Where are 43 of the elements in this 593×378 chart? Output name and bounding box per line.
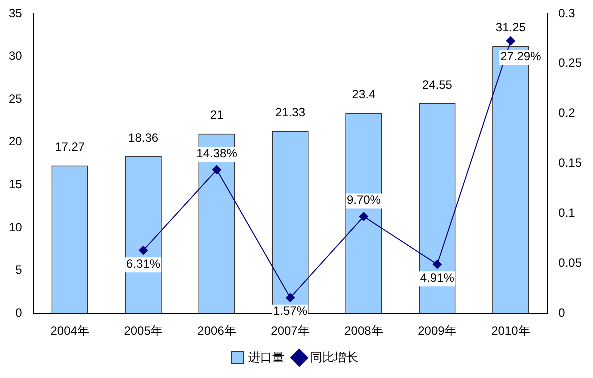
data-label: 21.33 (275, 105, 306, 120)
y-tick-label: 30 (8, 49, 23, 64)
legend-label: 同比增长 (310, 350, 358, 364)
data-label: 21 (210, 108, 224, 122)
data-label: 27.29% (500, 49, 542, 64)
data-label: 4.91% (420, 270, 455, 285)
y2-tick-label: 0.05 (558, 256, 582, 270)
y2-tick-label: 0 (558, 306, 566, 320)
data-label: 1.57% (273, 304, 308, 318)
x-tick-label: 2005年 (124, 324, 163, 338)
y-tick-label: 0 (16, 306, 23, 320)
legend-label: 进口量 (248, 350, 284, 364)
data-label: 17.27 (55, 140, 86, 154)
data-label: 14.38% (196, 146, 238, 160)
y2-tick-label: 0.15 (558, 156, 582, 170)
data-label: 23.4 (352, 88, 376, 102)
y-tick-label: 10 (8, 220, 23, 234)
y2-tick-label: 0.2 (558, 106, 576, 120)
point (139, 246, 148, 256)
data-label: 6.31% (126, 256, 161, 271)
x-tick-label: 2010年 (492, 324, 530, 338)
y2-tick-label: 0.3 (558, 6, 576, 20)
point (432, 260, 442, 270)
x-tick-label: 2006年 (198, 324, 236, 338)
point (212, 165, 222, 174)
point (286, 293, 295, 302)
y-tick-label: 35 (8, 6, 23, 20)
y-tick-label: 5 (16, 263, 23, 278)
data-label: 31.25 (496, 20, 526, 34)
point (359, 212, 368, 222)
data-label: 18.36 (128, 130, 159, 145)
x-tick-label: 2004年 (50, 324, 90, 338)
data-label: 9.70% (346, 193, 382, 208)
y2-tick-label: 0.25 (558, 56, 582, 70)
x-tick-label: 2008年 (344, 324, 384, 338)
data-label: 24.55 (422, 78, 453, 92)
y-tick-label: 25 (8, 92, 23, 106)
y-tick-label: 15 (8, 178, 23, 192)
x-tick-label: 2009年 (418, 324, 457, 338)
x-tick-label: 2007年 (271, 324, 310, 338)
y-tick-label: 20 (8, 134, 23, 149)
y2-tick-label: 0.1 (558, 206, 576, 220)
point (506, 36, 516, 46)
